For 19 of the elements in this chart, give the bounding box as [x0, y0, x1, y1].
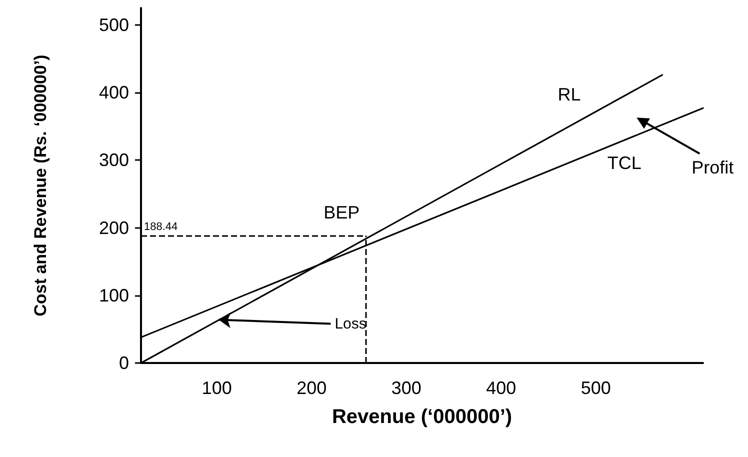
- ref-line-label: 188.44: [144, 221, 178, 234]
- annotation: Loss: [334, 315, 366, 332]
- annotation: Profit: [692, 158, 734, 178]
- y-tick-label: 0: [118, 353, 129, 373]
- y-tick-label: 100: [98, 285, 129, 306]
- x-tick-label: 100: [202, 378, 232, 398]
- y-tick-label: 200: [98, 218, 129, 238]
- x-tick-label: 500: [580, 378, 611, 398]
- y-axis-title: Cost and Revenue (Rs. ‘000000’): [31, 54, 50, 316]
- x-tick-label: 300: [391, 378, 422, 398]
- y-tick-label: 500: [98, 14, 129, 35]
- series-label: RL: [558, 84, 581, 104]
- series-label: TCL: [607, 153, 642, 174]
- x-axis-title: Revenue (‘000000’): [332, 406, 512, 428]
- x-tick-label: 400: [486, 378, 516, 398]
- y-tick-label: 300: [98, 150, 129, 170]
- y-tick-label: 400: [98, 82, 129, 103]
- x-tick-label: 200: [296, 378, 327, 398]
- annotation: BEP: [324, 202, 360, 223]
